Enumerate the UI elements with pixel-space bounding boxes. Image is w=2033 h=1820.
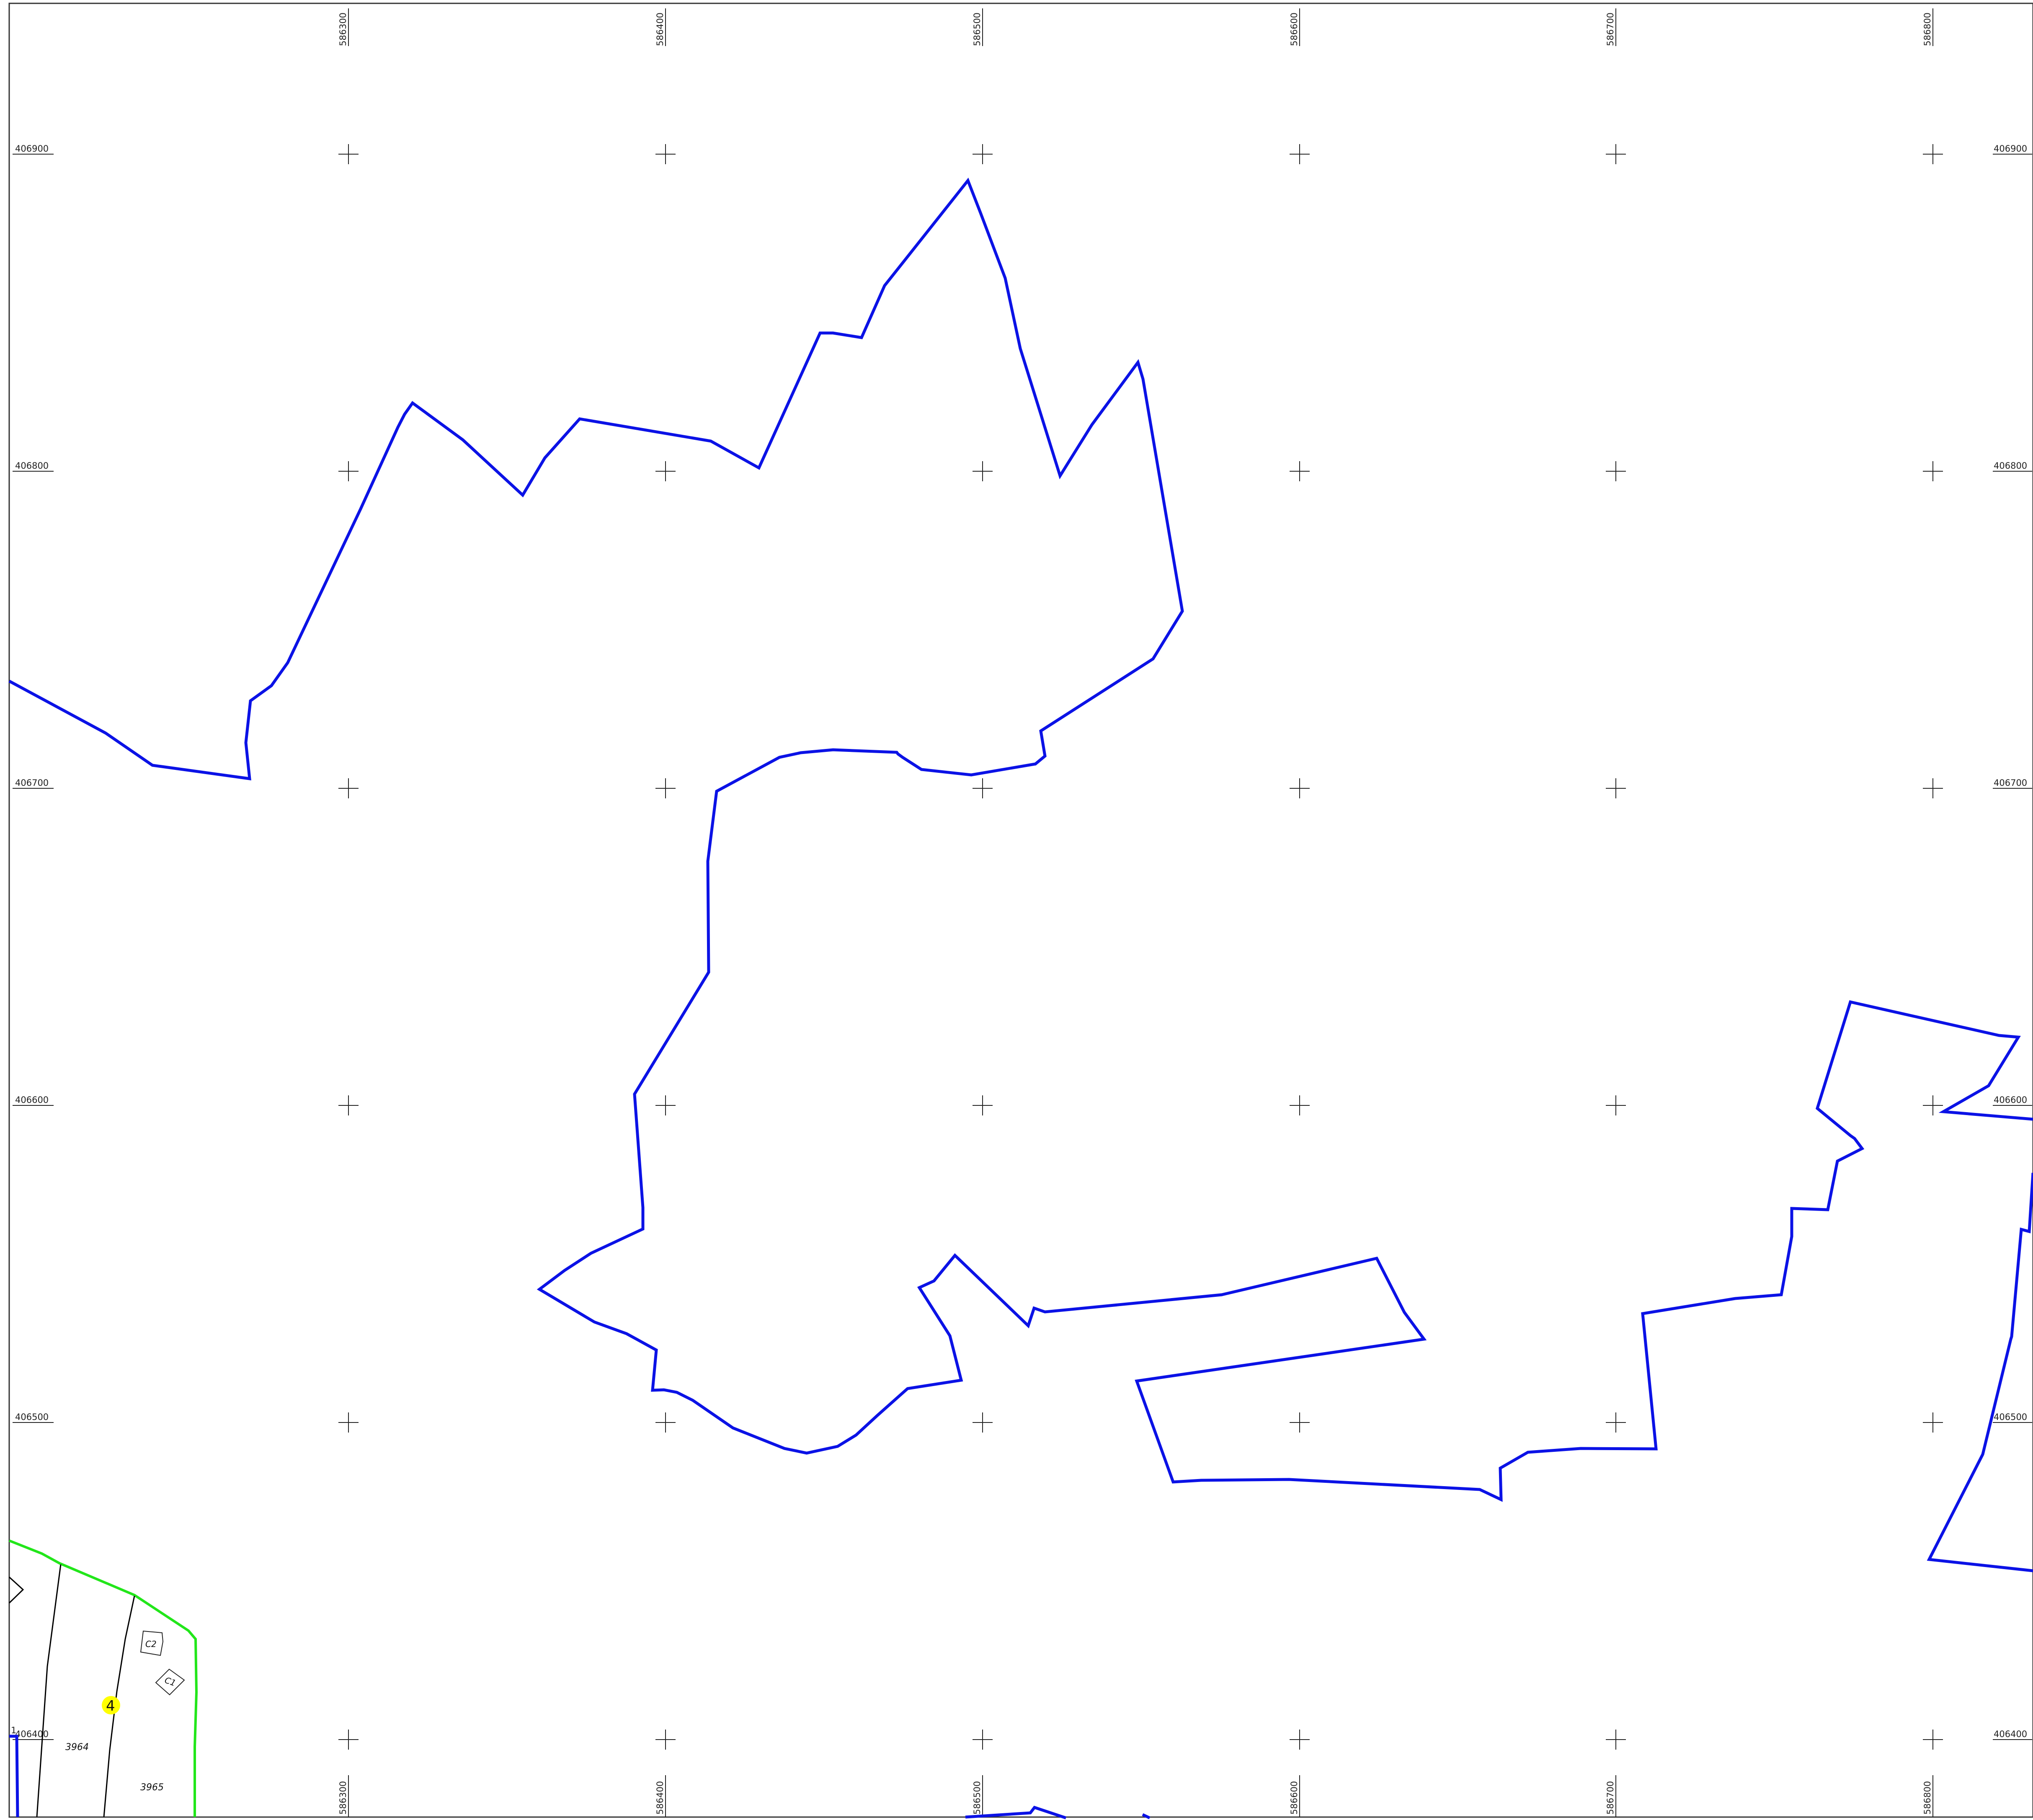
easting-labels-top: 586300 586400 586500 586600 586700 58680… [338,13,1932,46]
northing-label: 406800 [15,461,49,471]
point-marker: 4 [102,1696,120,1714]
highlight-boundary [8,1539,198,1817]
building-c1 [155,1668,185,1696]
building-label: C2 [145,1639,157,1649]
easting-label: 586600 [1289,13,1299,46]
easting-label: 586600 [1289,1781,1299,1815]
parcel-boundary-north [8,178,2033,1502]
easting-label: 586300 [338,13,348,46]
parcel-outlines [8,178,2033,1820]
northing-label: 406600 [1994,1095,2027,1105]
marker-dot [102,1696,120,1714]
easting-label: 586400 [655,13,665,46]
northing-label: 406900 [1994,144,2027,154]
northing-label: 406600 [15,1095,49,1105]
easting-ticks-top [348,8,1933,46]
marker-label: 4 [106,1698,115,1714]
building-c2 [140,1630,164,1656]
map-frame [8,3,2033,1818]
northing-ticks-left [13,154,54,1740]
northing-labels-left: 406900 406800 406700 406600 406500 40640… [15,144,49,1739]
parcel-boundary-left-edge [9,1735,19,1817]
easting-label: 586300 [338,1781,348,1815]
easting-label: 586800 [1922,13,1932,46]
lot-lines [8,1564,135,1817]
corner-mark: 1 [11,1725,16,1735]
buildings [140,1630,185,1696]
easting-label: 586500 [972,13,982,46]
northing-label: 406500 [1994,1412,2027,1422]
northing-labels-right: 406900 406800 406700 406600 406500 40640… [1994,144,2027,1739]
northing-label: 406900 [15,144,49,154]
lot-label: 3964 [65,1742,89,1753]
lot-label: 3965 [140,1782,164,1793]
easting-labels-bottom: 586300 586400 586500 586600 586700 58680… [338,1781,1932,1815]
easting-label: 586500 [972,1781,982,1815]
easting-ticks-bottom [348,1775,1933,1817]
northing-label: 406400 [1994,1729,2027,1739]
northing-label: 406800 [1994,461,2027,471]
northing-ticks-right [1993,154,2032,1740]
northing-label: 406500 [15,1412,49,1422]
easting-label: 586700 [1605,1781,1615,1815]
parcel-boundary-bottom [965,1805,1151,1820]
easting-label: 586800 [1922,1781,1932,1815]
grid-crosses [338,144,1943,1750]
northing-label: 406700 [15,778,49,788]
northing-label: 406400 [15,1729,49,1739]
easting-label: 586700 [1605,13,1615,46]
northing-label: 406700 [1994,778,2027,788]
parcel-boundary-southeast [1927,1172,2033,1572]
easting-label: 586400 [655,1781,665,1815]
